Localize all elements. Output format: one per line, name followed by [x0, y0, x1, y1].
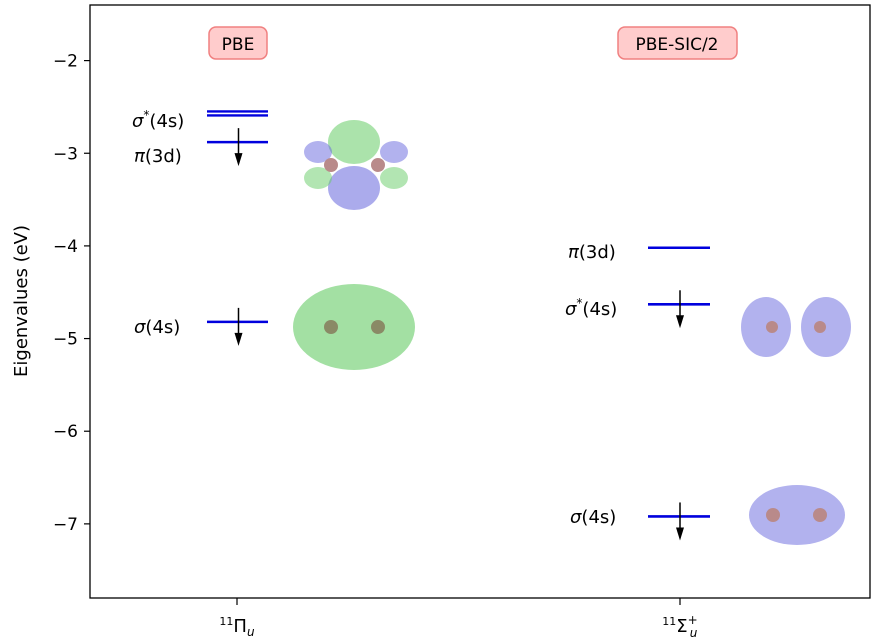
y-tick-label: −2: [53, 52, 78, 72]
y-tick-label: −7: [53, 515, 78, 535]
level-label-pbe-sigma: σ(4s): [134, 317, 180, 338]
method-label-sic-text: PBE-SIC/2: [635, 35, 718, 55]
spin-down-arrow-head: [234, 332, 243, 346]
y-axis-label: Eigenvalues (eV): [11, 225, 32, 377]
spin-down-arrow-head: [676, 315, 684, 329]
x-tick-label-pbe-state: 11Πu: [219, 615, 255, 639]
spin-down-arrow-head: [234, 153, 243, 167]
energy-levels: [207, 110, 710, 541]
y-tick-label: −6: [53, 422, 78, 442]
orbital-image-sic-sigma-star: [741, 297, 851, 357]
level-label-pbe-sigma-star: σ*(4s): [132, 108, 184, 132]
spin-down-arrow-head: [676, 527, 684, 541]
method-label-pbe: PBE: [208, 26, 268, 60]
method-label-sic: PBE-SIC/2: [617, 26, 738, 60]
y-tick-label: −4: [53, 237, 78, 257]
level-label-sic-sigma-star: σ*(4s): [565, 296, 617, 320]
level-label-sic-pi: π(3d): [568, 242, 616, 263]
y-tick-label: −5: [53, 330, 78, 350]
y-tick-label: −3: [53, 144, 78, 164]
y-axis-ticks: −7 −6 −5 −4 −3 −2: [53, 52, 90, 535]
method-label-pbe-text: PBE: [222, 35, 255, 55]
orbital-image-sic-sigma: [749, 485, 845, 545]
orbital-image-pbe-sigma: [293, 284, 415, 370]
x-tick-label-sic-state: 11Σ+ u: [662, 613, 697, 639]
orbital-image-pbe-pi: [304, 120, 408, 210]
level-label-sic-sigma: σ(4s): [570, 507, 616, 528]
level-label-pbe-pi: π(3d): [134, 146, 182, 167]
plot-frame: [89, 4, 871, 599]
